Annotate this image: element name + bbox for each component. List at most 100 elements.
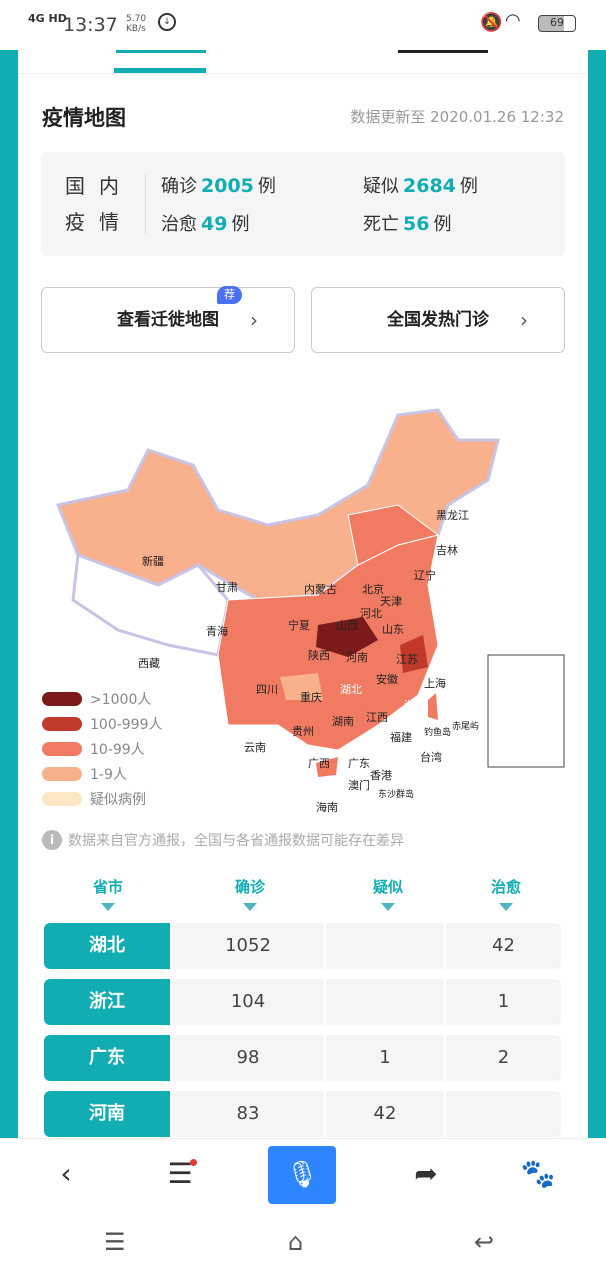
legend-item: 10-99人 <box>42 736 163 761</box>
tab-indicator <box>114 68 206 73</box>
home-icon[interactable]: ⌂ <box>288 1228 304 1256</box>
right-border <box>588 50 606 1140</box>
stat-cured: 治愈 49 例 <box>161 213 250 235</box>
province-cell: 湖北 <box>44 923 170 969</box>
bell-off-icon: 🔕 <box>480 12 503 33</box>
battery-icon: 69 <box>538 15 576 32</box>
system-nav: ☰ ⌂ ↩ <box>0 1214 606 1280</box>
migration-map-button[interactable]: 查看迁徙地图荐 › <box>41 286 295 353</box>
province-label: 贵州 <box>292 725 314 738</box>
col-province[interactable]: 省市 <box>68 876 148 911</box>
province-label: 上海 <box>424 677 446 690</box>
table-row[interactable]: 广东 98 1 2 <box>44 1035 561 1081</box>
share-icon[interactable]: ➦ <box>414 1157 438 1190</box>
menu-icon[interactable]: ☰ <box>150 1139 210 1209</box>
province-label: 安徽 <box>376 673 398 686</box>
table-row[interactable]: 浙江 104 1 <box>44 979 561 1025</box>
province-label: 广东 <box>348 757 370 770</box>
province-label: 山西 <box>336 619 358 632</box>
legend-item: 1-9人 <box>42 761 163 786</box>
chevron-right-icon: › <box>520 308 528 332</box>
back-icon[interactable]: ‹ <box>60 1157 72 1190</box>
province-label: 青海 <box>206 625 228 638</box>
province-label: 河北 <box>360 607 382 620</box>
province-label: 江苏 <box>396 653 418 666</box>
baidu-icon[interactable]: 🐾 <box>520 1157 556 1190</box>
col-cured[interactable]: 治愈 <box>466 876 546 911</box>
tab-other[interactable] <box>398 50 488 54</box>
fever-clinic-button[interactable]: 全国发热门诊 › <box>311 287 565 353</box>
region-hubei <box>316 617 378 657</box>
island-label: 钓鱼岛 <box>424 728 452 738</box>
left-border <box>0 50 18 1140</box>
summary-panel: 国内疫情 确诊 2005 例 疑似 2684 例 治愈 49 例 死亡 56 例 <box>41 152 565 256</box>
tab-active[interactable] <box>116 50 206 54</box>
status-bar: 4G HD 13:37 5.70 KB/s ↓ 🔕 ◠ 69 <box>0 0 606 50</box>
confirmed-cell: 104 <box>172 979 324 1025</box>
table-row[interactable]: 河南 83 42 <box>44 1091 561 1137</box>
confirmed-cell: 83 <box>172 1091 324 1137</box>
cured-cell: 1 <box>446 979 561 1025</box>
page-title: 疫情地图 <box>42 106 126 130</box>
cured-cell: 42 <box>446 923 561 969</box>
divider <box>145 174 146 234</box>
recommend-badge: 荐 <box>217 286 242 304</box>
china-map[interactable]: 黑龙江 吉林 辽宁 新疆 甘肃 内蒙古 北京 天津 河北 山西 山东 宁夏 青海… <box>18 395 588 825</box>
suspected-cell: 1 <box>326 1035 444 1081</box>
province-label: 西藏 <box>138 657 160 670</box>
epidemic-card: 疫情地图 数据更新至 2020.01.26 12:32 国内疫情 确诊 2005 例… <box>18 50 588 1140</box>
province-label: 宁夏 <box>288 619 310 632</box>
map-svg <box>55 408 565 777</box>
province-label: 新疆 <box>142 555 164 568</box>
info-icon: i <box>42 830 62 850</box>
province-label: 天津 <box>380 595 402 608</box>
app-notification-icon: ↓ <box>158 13 176 31</box>
recent-apps-icon[interactable]: ☰ <box>104 1228 126 1256</box>
island-label: 赤尾屿 <box>452 722 480 732</box>
province-label: 福建 <box>390 731 412 744</box>
province-label: 黑龙江 <box>436 509 469 522</box>
col-suspected[interactable]: 疑似 <box>348 876 428 911</box>
suspected-cell <box>326 923 444 969</box>
tab-bar <box>18 50 588 74</box>
region-northwest <box>55 408 500 602</box>
region-taiwan <box>428 693 438 720</box>
province-cell: 浙江 <box>44 979 170 1025</box>
province-label: 澳门 <box>348 779 370 792</box>
chevron-right-icon: › <box>250 308 258 332</box>
suspected-cell <box>326 979 444 1025</box>
summary-label: 国内疫情 <box>65 174 133 234</box>
map-legend: >1000人 100-999人 10-99人 1-9人 疑似病例 <box>42 686 163 811</box>
province-label: 北京 <box>362 583 384 596</box>
browser-bottom-nav: ‹ ☰ 🎙 ➦ 🐾 <box>0 1138 606 1214</box>
province-label: 重庆 <box>300 691 322 704</box>
province-label: 香港 <box>370 769 392 782</box>
province-label: 江西 <box>366 711 388 724</box>
legend-item: >1000人 <box>42 686 163 711</box>
province-label: 浙江 <box>404 699 426 712</box>
province-label: 山东 <box>382 623 404 636</box>
legend-item: 100-999人 <box>42 711 163 736</box>
clock: 13:37 <box>63 14 118 36</box>
sort-down-icon <box>243 903 257 911</box>
region-guizhou <box>280 673 323 700</box>
sort-down-icon <box>499 903 513 911</box>
legend-item: 疑似病例 <box>42 786 163 811</box>
province-label: 广西 <box>308 757 330 770</box>
province-label: 湖北 <box>340 683 362 696</box>
province-label: 湖南 <box>332 715 354 728</box>
province-cell: 河南 <box>44 1091 170 1137</box>
return-icon[interactable]: ↩ <box>474 1228 495 1256</box>
suspected-cell: 42 <box>326 1091 444 1137</box>
cured-cell <box>446 1091 561 1137</box>
data-note: i 数据来自官方通报，全国与各省通报数据可能存在差异 <box>42 830 404 850</box>
net-speed: 5.70 KB/s <box>126 14 147 34</box>
province-label: 内蒙古 <box>304 583 337 596</box>
province-label: 云南 <box>244 741 266 754</box>
table-row[interactable]: 湖北 1052 42 <box>44 923 561 969</box>
island-label: 东沙群岛 <box>378 790 415 800</box>
sort-down-icon <box>101 903 115 911</box>
col-confirmed[interactable]: 确诊 <box>210 876 290 911</box>
province-label: 辽宁 <box>414 569 436 582</box>
voice-search-button[interactable]: 🎙 <box>268 1146 336 1204</box>
